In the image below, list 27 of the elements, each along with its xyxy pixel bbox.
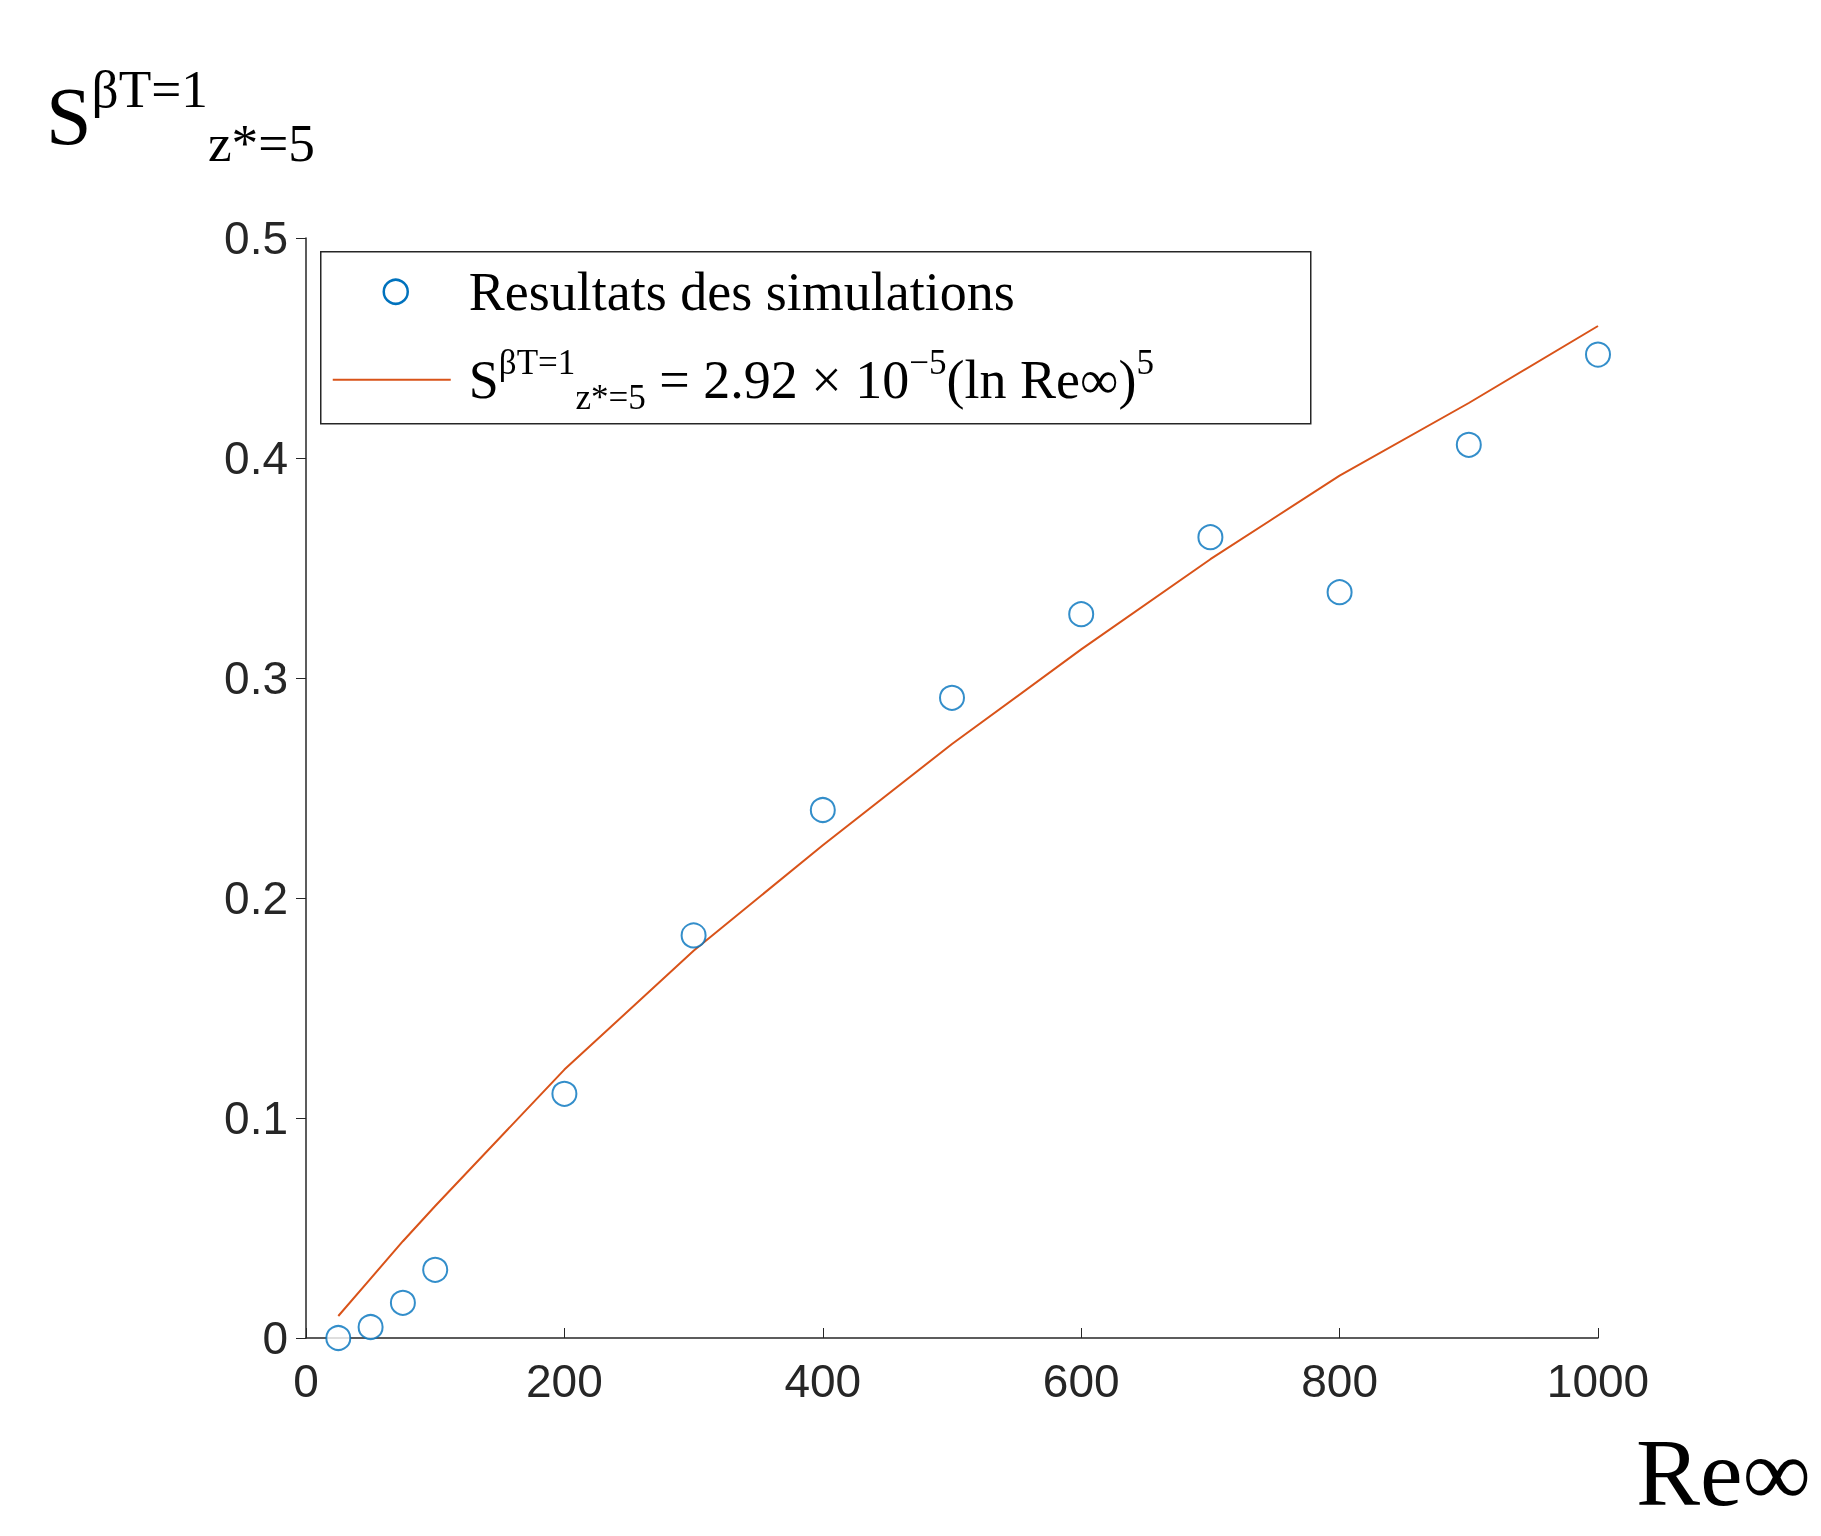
y-tick-label: 0.1 xyxy=(224,1092,288,1144)
y-tick-label: 0 xyxy=(262,1312,288,1364)
point xyxy=(1068,601,1095,628)
point xyxy=(422,1256,449,1283)
y-tick-label: 0.5 xyxy=(224,212,288,264)
x-tick-label: 400 xyxy=(784,1355,862,1407)
point xyxy=(389,1289,416,1316)
point xyxy=(551,1080,578,1107)
point xyxy=(680,922,707,949)
point xyxy=(325,1325,352,1351)
point xyxy=(939,684,965,711)
y-tick-label: 0.2 xyxy=(224,872,288,924)
x-tick-label: 600 xyxy=(1042,1355,1120,1407)
point xyxy=(809,797,836,823)
x-tick-label: 800 xyxy=(1301,1355,1378,1407)
point xyxy=(1197,524,1224,551)
point xyxy=(1326,579,1353,606)
x-tick-label: 200 xyxy=(526,1355,603,1407)
point xyxy=(357,1314,384,1340)
y-tick-label: 0.3 xyxy=(224,652,288,704)
point xyxy=(1585,341,1611,368)
x-tick-label: 1000 xyxy=(1546,1355,1650,1407)
point xyxy=(1455,431,1482,458)
y-tick-label: 0.4 xyxy=(224,432,288,484)
x-axis-title: Re∞ xyxy=(1635,1418,1811,1526)
line-series xyxy=(337,325,1599,1317)
legend-label: Resultats des simulations xyxy=(468,261,1015,322)
